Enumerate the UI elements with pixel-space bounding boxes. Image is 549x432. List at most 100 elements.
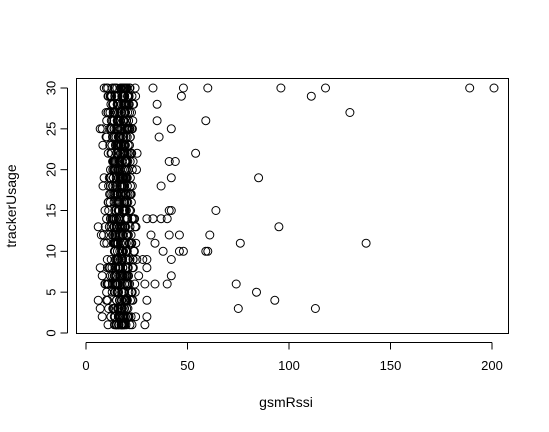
scatter-point (252, 287, 261, 297)
scatter-point (97, 312, 107, 322)
scatter-point (156, 214, 166, 224)
x-axis: 0 50 100 150 200 (82, 342, 503, 373)
plot-frame (76, 78, 509, 334)
scatter-point (131, 238, 141, 248)
scatter-point (170, 157, 180, 166)
scatter-point (276, 83, 286, 93)
scatter-point (166, 206, 176, 215)
scatter-point (108, 304, 118, 313)
x-tick-label: 100 (278, 358, 300, 373)
scatter-point (103, 83, 113, 93)
scatter-point (101, 132, 111, 142)
scatter-point (132, 255, 142, 264)
scatter-point (158, 246, 168, 256)
scatter-point (103, 320, 113, 330)
scatter-point (140, 279, 150, 289)
scatter-point (105, 140, 115, 150)
scatter-point (142, 295, 152, 305)
scatter-point (106, 312, 116, 322)
scatter-point (156, 181, 166, 191)
y-tick-label: 30 (44, 81, 59, 95)
scatter-point (233, 304, 243, 313)
scatter-point (95, 124, 105, 134)
scatter-point (274, 222, 284, 232)
scatter-point (162, 214, 172, 224)
scatter-point (95, 304, 105, 313)
y-tick-label: 20 (44, 162, 59, 176)
y-tick-label: 5 (44, 289, 59, 296)
x-axis-title: gsmRssi (259, 394, 313, 410)
scatter-point (306, 91, 316, 101)
scatter-point (148, 214, 158, 224)
scatter-point (93, 222, 103, 232)
scatter-point (125, 83, 135, 93)
scatter-point (211, 206, 221, 215)
scatter-point (110, 157, 119, 166)
scatter-point (150, 238, 160, 248)
scatter-point (126, 287, 136, 297)
scatter-point (122, 295, 132, 305)
scatter-point (162, 279, 172, 289)
scatter-point (118, 83, 128, 93)
x-tick-label: 50 (180, 358, 194, 373)
scatter-point (138, 255, 148, 264)
scatter-point (126, 312, 136, 322)
scatter-point (140, 320, 150, 330)
scatter-point (142, 312, 152, 322)
scatter-point (146, 230, 156, 240)
scatter-point (152, 116, 162, 126)
scatter-point (99, 83, 109, 93)
scatter-point (321, 83, 330, 93)
scatter-point (166, 124, 176, 134)
scatter-point (235, 238, 245, 248)
scatter-point (164, 230, 174, 240)
x-tick-label: 0 (82, 358, 89, 373)
scatter-point (116, 83, 126, 93)
scatter-point (176, 91, 186, 101)
x-tick-label: 150 (380, 358, 402, 373)
scatter-point (132, 148, 142, 158)
scatter-point (254, 173, 264, 183)
scatter-point (166, 173, 176, 183)
scatter-point (97, 124, 107, 134)
scatter-point (489, 83, 499, 93)
scatter-point (174, 246, 184, 256)
scatter-point (142, 263, 152, 273)
scatter-point (99, 230, 108, 240)
scatter-point (164, 206, 174, 215)
points-layer (93, 83, 499, 330)
scatter-point (98, 140, 108, 150)
scatter-point (132, 165, 141, 175)
scatter-point (166, 255, 176, 264)
scatter-point (166, 271, 176, 281)
scatter-point (465, 83, 475, 93)
scatter-point (203, 83, 213, 93)
y-axis-title: trackerUsage (3, 164, 19, 247)
scatter-point (203, 246, 213, 256)
scatter-point (154, 132, 164, 142)
scatter-point (231, 279, 241, 289)
scatter-point (102, 287, 112, 297)
scatter-point (178, 83, 188, 93)
scatter-point (148, 83, 158, 93)
y-tick-label: 25 (44, 122, 59, 136)
y-tick-label: 0 (44, 329, 59, 336)
scatter-point (178, 246, 188, 256)
scatter-point (100, 206, 110, 215)
scatter-point (205, 230, 215, 240)
scatter-point (174, 230, 184, 240)
scatter-point (150, 279, 160, 289)
scatter-point (345, 108, 355, 117)
scatter-point (152, 99, 162, 109)
scatter-point (121, 83, 130, 93)
scatter-point (125, 173, 135, 183)
scatter-point (103, 279, 113, 289)
scatter-point (95, 263, 105, 273)
scatter-point (310, 304, 320, 313)
scatter-point (106, 255, 116, 264)
scatter-point (134, 271, 144, 281)
scatter-point (201, 116, 211, 126)
scatter-point (103, 108, 113, 117)
